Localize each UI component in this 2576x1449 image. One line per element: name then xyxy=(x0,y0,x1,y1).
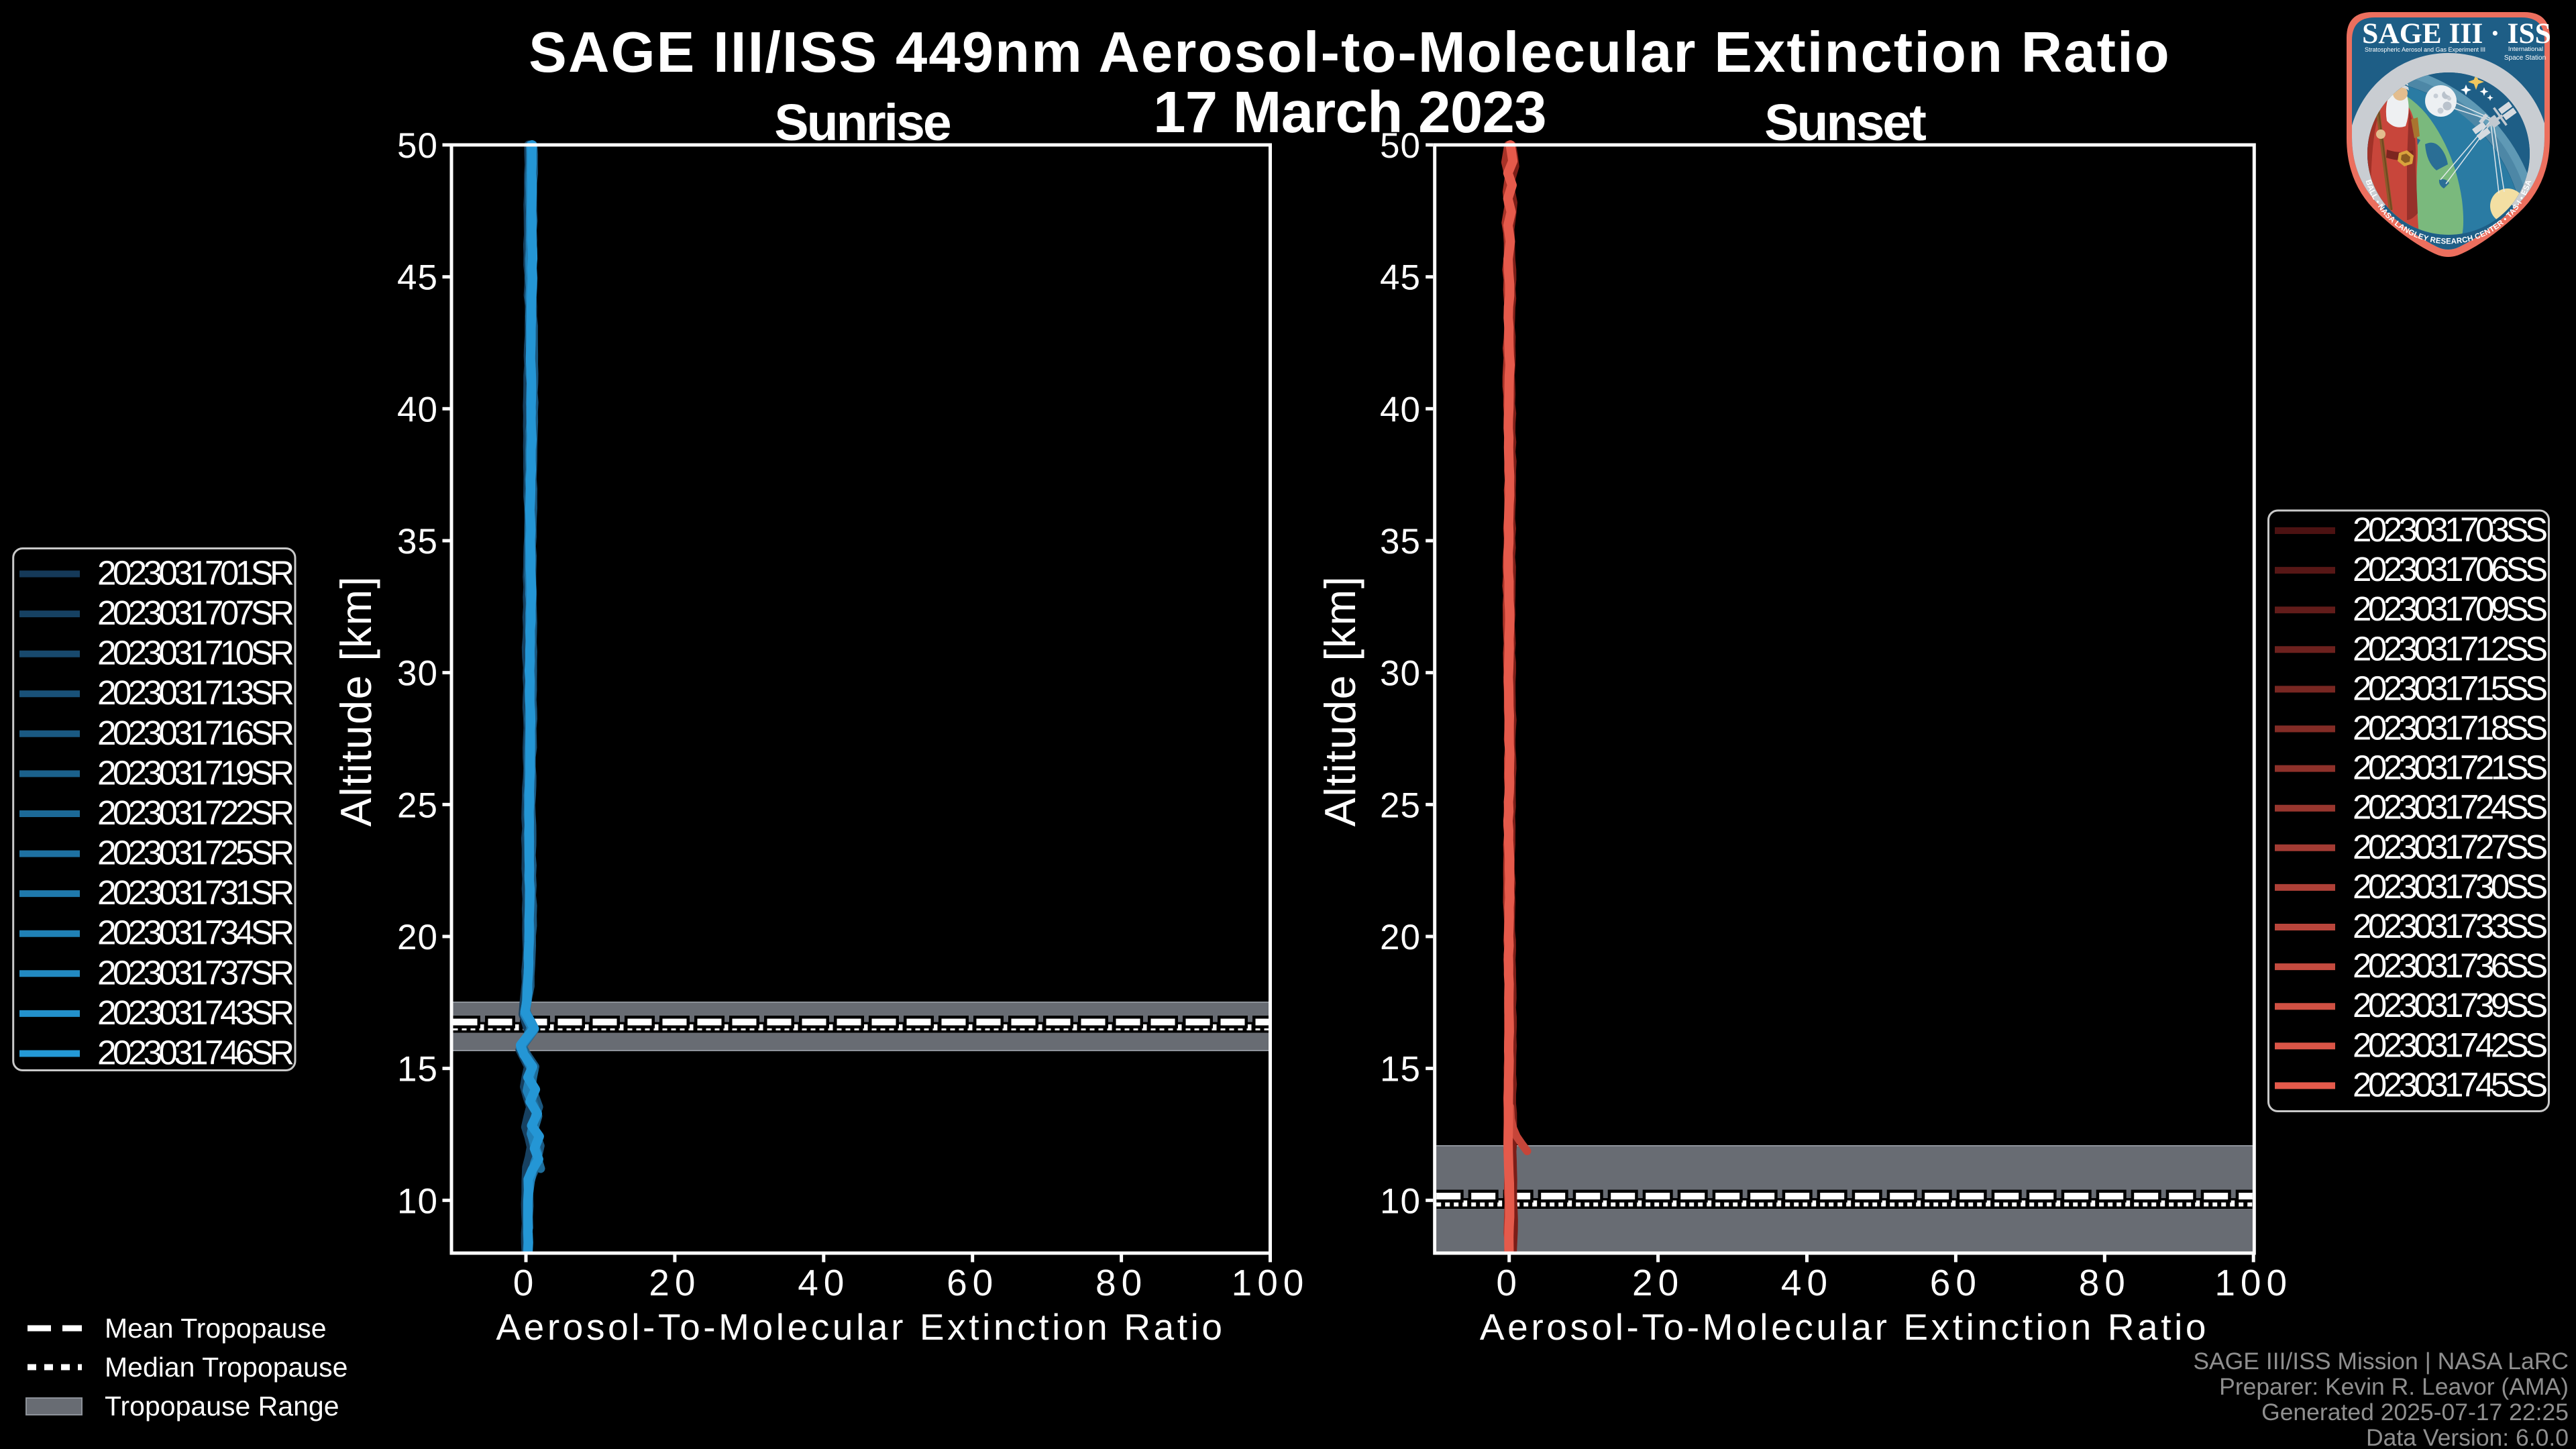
svg-text:17 March 2023: 17 March 2023 xyxy=(1153,80,1546,145)
svg-text:Altitude [km]: Altitude [km] xyxy=(1316,576,1364,826)
svg-text:100: 100 xyxy=(2214,1262,2292,1303)
svg-text:40: 40 xyxy=(798,1262,849,1303)
svg-text:Sunrise: Sunrise xyxy=(774,94,951,152)
svg-text:20: 20 xyxy=(1632,1262,1684,1303)
svg-text:0: 0 xyxy=(1496,1262,1522,1303)
svg-text:Median Tropopause: Median Tropopause xyxy=(105,1352,347,1383)
svg-text:2023031706SS: 2023031706SS xyxy=(2353,550,2546,588)
svg-text:2023031712SS: 2023031712SS xyxy=(2353,629,2546,667)
svg-text:60: 60 xyxy=(947,1262,998,1303)
svg-text:2023031746SR: 2023031746SR xyxy=(97,1034,293,1072)
svg-text:45: 45 xyxy=(1380,258,1421,298)
svg-text:2023031701SR: 2023031701SR xyxy=(97,554,293,592)
svg-text:Preparer: Kevin R. Leavor (AMA: Preparer: Kevin R. Leavor (AMA) xyxy=(2219,1373,2569,1400)
svg-text:2023031730SS: 2023031730SS xyxy=(2353,867,2546,906)
svg-text:80: 80 xyxy=(2079,1262,2131,1303)
svg-text:2023031715SS: 2023031715SS xyxy=(2353,669,2546,707)
svg-text:Tropopause Range: Tropopause Range xyxy=(105,1391,339,1421)
svg-text:50: 50 xyxy=(1380,126,1421,166)
svg-text:SAGE III/ISS 449nm Aerosol-to-: SAGE III/ISS 449nm Aerosol-to-Molecular … xyxy=(529,21,2171,85)
svg-text:40: 40 xyxy=(397,390,438,429)
svg-text:100: 100 xyxy=(1232,1262,1309,1303)
svg-text:40: 40 xyxy=(1380,390,1421,429)
svg-text:10: 10 xyxy=(1380,1181,1421,1221)
svg-text:Generated 2025-07-17 22:25: Generated 2025-07-17 22:25 xyxy=(2261,1399,2569,1426)
svg-text:30: 30 xyxy=(1380,654,1421,694)
svg-text:2023031737SR: 2023031737SR xyxy=(97,953,293,991)
svg-text:45: 45 xyxy=(397,258,438,298)
svg-text:2023031734SR: 2023031734SR xyxy=(97,914,293,952)
svg-text:Aerosol-To-Molecular Extinctio: Aerosol-To-Molecular Extinction Ratio xyxy=(496,1306,1225,1348)
svg-text:80: 80 xyxy=(1095,1262,1147,1303)
svg-text:SAGE III/ISS Mission | NASA La: SAGE III/ISS Mission | NASA LaRC xyxy=(2193,1348,2569,1375)
svg-text:20: 20 xyxy=(1380,918,1421,957)
svg-text:25: 25 xyxy=(1380,786,1421,825)
svg-text:35: 35 xyxy=(1380,522,1421,561)
svg-text:2023031722SR: 2023031722SR xyxy=(97,794,293,832)
svg-text:SAGE III · ISS: SAGE III · ISS xyxy=(2362,17,2551,50)
svg-text:15: 15 xyxy=(1380,1050,1421,1089)
svg-text:2023031725SR: 2023031725SR xyxy=(97,834,293,872)
svg-text:15: 15 xyxy=(397,1050,438,1089)
svg-text:International: International xyxy=(2508,46,2543,53)
svg-text:20: 20 xyxy=(649,1262,700,1303)
svg-text:2023031707SR: 2023031707SR xyxy=(97,594,293,632)
svg-text:25: 25 xyxy=(397,786,438,825)
svg-text:2023031724SS: 2023031724SS xyxy=(2353,788,2546,826)
svg-text:2023031718SS: 2023031718SS xyxy=(2353,709,2546,747)
svg-text:2023031721SS: 2023031721SS xyxy=(2353,749,2546,787)
svg-text:2023031736SS: 2023031736SS xyxy=(2353,947,2546,985)
svg-text:2023031743SR: 2023031743SR xyxy=(97,994,293,1032)
svg-text:50: 50 xyxy=(397,126,438,166)
svg-text:Stratospheric Aerosol and Gas: Stratospheric Aerosol and Gas Experiment… xyxy=(2365,46,2485,53)
svg-text:20: 20 xyxy=(397,918,438,957)
svg-text:40: 40 xyxy=(1781,1262,1833,1303)
svg-text:Sunset: Sunset xyxy=(1764,94,1926,152)
svg-text:10: 10 xyxy=(397,1181,438,1221)
svg-text:2023031719SR: 2023031719SR xyxy=(97,753,293,792)
svg-text:Space Station: Space Station xyxy=(2504,54,2546,62)
svg-text:2023031713SR: 2023031713SR xyxy=(97,674,293,712)
svg-text:2023031727SS: 2023031727SS xyxy=(2353,828,2546,866)
svg-text:Aerosol-To-Molecular Extinctio: Aerosol-To-Molecular Extinction Ratio xyxy=(1480,1306,2209,1348)
svg-text:2023031733SS: 2023031733SS xyxy=(2353,907,2546,945)
svg-text:60: 60 xyxy=(1930,1262,1982,1303)
svg-text:Mean Tropopause: Mean Tropopause xyxy=(105,1313,327,1344)
svg-text:2023031709SS: 2023031709SS xyxy=(2353,590,2546,628)
svg-text:2023031739SS: 2023031739SS xyxy=(2353,986,2546,1024)
svg-text:2023031716SR: 2023031716SR xyxy=(97,714,293,752)
svg-text:30: 30 xyxy=(397,654,438,694)
svg-text:2023031742SS: 2023031742SS xyxy=(2353,1026,2546,1064)
svg-text:2023031745SS: 2023031745SS xyxy=(2353,1065,2546,1104)
svg-text:2023031703SS: 2023031703SS xyxy=(2353,511,2546,549)
svg-text:2023031710SR: 2023031710SR xyxy=(97,634,293,672)
svg-text:0: 0 xyxy=(513,1262,539,1303)
svg-text:35: 35 xyxy=(397,522,438,561)
svg-text:Altitude [km]: Altitude [km] xyxy=(332,576,380,826)
svg-text:Data Version: 6.0.0: Data Version: 6.0.0 xyxy=(2366,1424,2569,1449)
svg-text:2023031731SR: 2023031731SR xyxy=(97,873,293,912)
